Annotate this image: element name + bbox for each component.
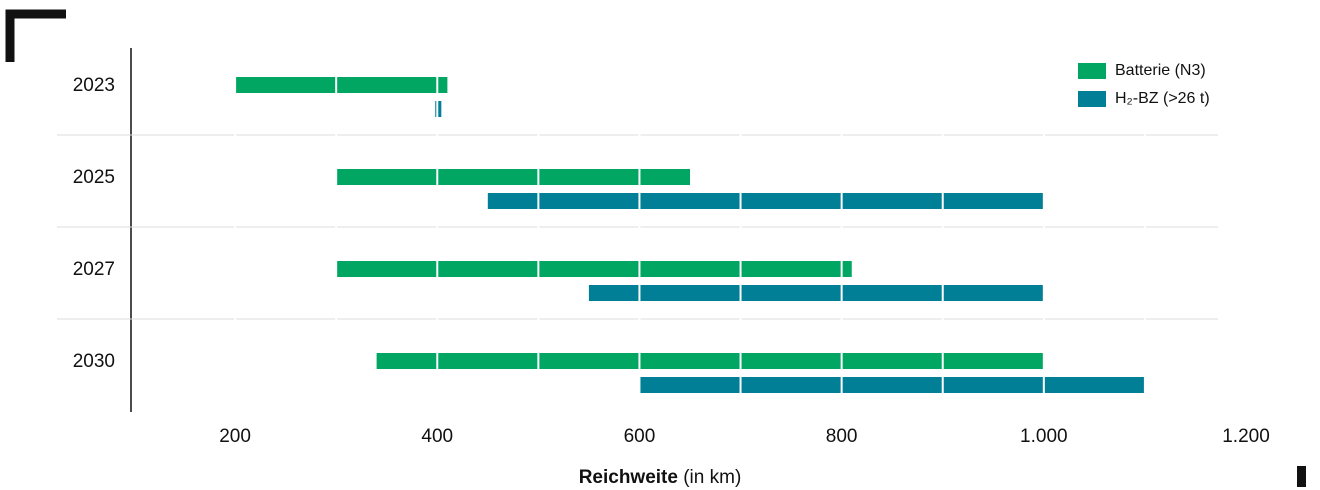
x-tick-label: 200 — [219, 426, 251, 447]
legend-label: H₂-BZ (>26 t) — [1115, 90, 1210, 107]
x-tick-label: 1.200 — [1222, 426, 1270, 447]
bar — [336, 261, 852, 277]
legend-label: Batterie (N3) — [1115, 62, 1206, 79]
y-tick-label: 2025 — [73, 167, 115, 188]
corner-mark — [1297, 466, 1306, 487]
x-tick-label: 800 — [826, 426, 858, 447]
x-tick-label: 1.000 — [1020, 426, 1068, 447]
bar — [639, 377, 1145, 393]
y-tick-label: 2023 — [73, 75, 115, 96]
y-tick-label: 2027 — [73, 259, 115, 280]
legend-swatch — [1078, 63, 1106, 79]
bar — [376, 353, 1044, 369]
x-axis-title-main: Reichweite — [579, 467, 678, 488]
x-tick-label: 600 — [624, 426, 656, 447]
x-tick-label: 400 — [421, 426, 453, 447]
y-tick-label: 2030 — [73, 351, 115, 372]
legend-swatch — [1078, 91, 1106, 107]
bar — [235, 77, 448, 93]
bar — [588, 285, 1044, 301]
x-axis-title-unit: (in km) — [683, 467, 741, 488]
corner-mark — [5, 9, 66, 62]
bar — [336, 169, 690, 185]
bar — [435, 101, 442, 117]
x-axis-title: Reichweite (in km) — [579, 467, 742, 488]
bar — [487, 193, 1044, 209]
